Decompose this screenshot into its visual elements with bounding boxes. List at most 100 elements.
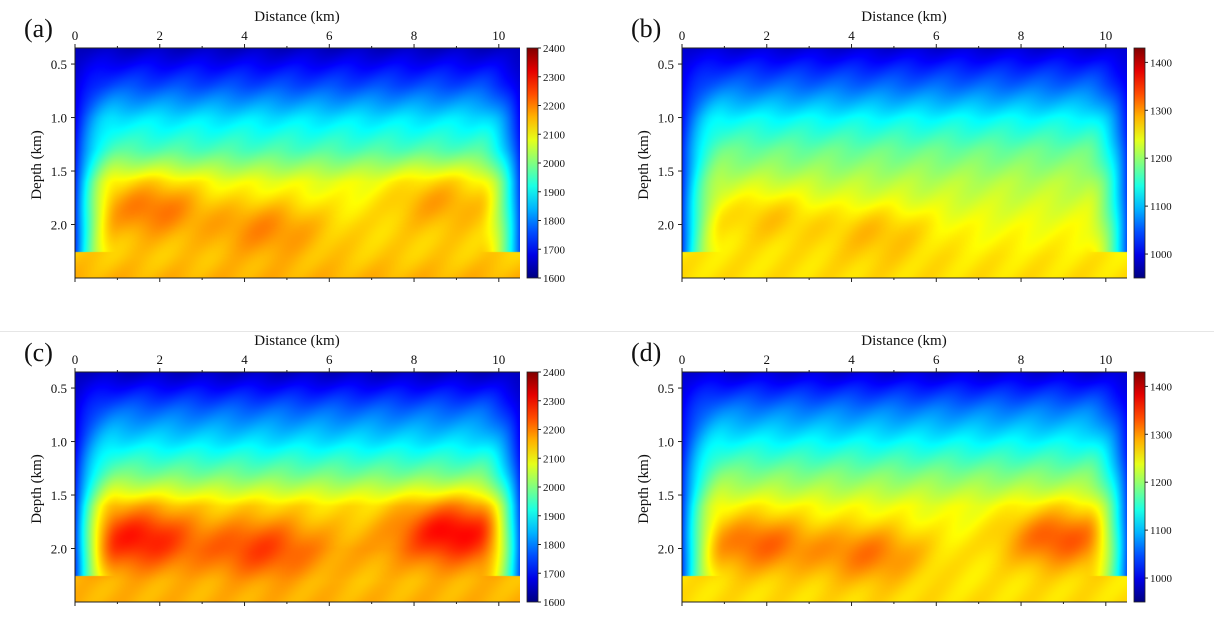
x-tick-label: 6: [933, 352, 940, 367]
colorbar-tick-label: 1400: [1150, 381, 1173, 393]
x-tick-label: 2: [764, 352, 771, 367]
colorbar-tick-label: 1700: [543, 568, 566, 580]
x-tick-label: 0: [679, 352, 686, 367]
panel-a: 0 2 4 6 8 10 Distance (km) 0.5 1.0 1.5 2.0 Depth (k…: [0, 0, 607, 318]
x-axis-label: Distance (km): [254, 9, 339, 25]
colorbar-tick-label: 1600: [543, 597, 566, 609]
panel-label: (a): [24, 14, 53, 43]
colorbar-tick-label: 2000: [543, 158, 566, 170]
heatmap-canvas: [682, 48, 1127, 278]
y-tick-label: 2.0: [658, 218, 674, 233]
panel-b: 0 2 4 6 8 10 Distance (km) 0.5 1.0 1.5 2.0 Depth (k…: [607, 0, 1214, 318]
x-axis-label: Distance (km): [861, 333, 946, 349]
heatmap-canvas: [682, 372, 1127, 602]
x-tick-label: 6: [326, 28, 333, 43]
y-axis-label: Depth (km): [29, 454, 45, 524]
x-tick-label: 0: [72, 352, 79, 367]
x-tick-label: 2: [764, 28, 771, 43]
y-tick-label: 2.0: [51, 542, 67, 557]
colorbar-tick-label: 1400: [1150, 57, 1173, 69]
y-tick-label: 0.5: [51, 381, 67, 396]
colorbar-tick-label: 1600: [543, 273, 566, 285]
x-tick-label: 8: [1018, 28, 1025, 43]
y-axis-label: Depth (km): [636, 130, 652, 200]
colorbar-tick-label: 2200: [543, 101, 566, 113]
panel-label: (d): [631, 338, 661, 367]
colorbar-tick-label: 1900: [543, 187, 566, 199]
heatmap-image: [682, 372, 1127, 602]
y-tick-label: 1.5: [658, 488, 674, 503]
divider: [0, 331, 1214, 332]
colorbar-tick-label: 2300: [543, 396, 566, 408]
y-tick-label: 1.5: [51, 164, 67, 179]
heatmap-canvas: [75, 48, 520, 278]
colorbar-tick-label: 2300: [543, 72, 566, 84]
colorbar: [1133, 47, 1146, 279]
colorbar-tick-label: 1800: [543, 540, 566, 552]
colorbar-tick-label: 1100: [1150, 201, 1172, 213]
chart-svg: 0 2 4 6 8 10 Distance (km) 0.5 1.0 1.5 2.0 Depth (k…: [631, 333, 1173, 606]
x-axis-label: Distance (km): [254, 333, 339, 349]
y-tick-label: 1.5: [51, 488, 67, 503]
colorbar-tick-label: 1000: [1150, 573, 1173, 585]
colorbar-tick-label: 1900: [543, 511, 566, 523]
panel-c: 0 2 4 6 8 10 Distance (km) 0.5 1.0 1.5 2.0 Depth (k…: [0, 324, 607, 642]
x-tick-label: 4: [241, 352, 248, 367]
colorbar-tick-label: 2100: [543, 453, 566, 465]
heatmap-canvas: [75, 372, 520, 602]
y-tick-label: 1.0: [658, 435, 674, 450]
x-tick-label: 8: [1018, 352, 1025, 367]
x-tick-label: 6: [933, 28, 940, 43]
chart-svg: 0 2 4 6 8 10 Distance (km) 0.5 1.0 1.5 2.0 Depth (k…: [24, 9, 566, 285]
x-tick-label: 10: [1099, 352, 1112, 367]
y-axis-label: Depth (km): [29, 130, 45, 200]
x-axis-label: Distance (km): [861, 9, 946, 25]
heatmap-image: [682, 48, 1127, 278]
y-tick-label: 0.5: [51, 57, 67, 72]
x-tick-label: 2: [157, 28, 164, 43]
colorbar-tick-label: 1200: [1150, 153, 1173, 165]
y-tick-label: 1.0: [51, 111, 67, 126]
colorbar-tick-label: 1700: [543, 244, 566, 256]
y-tick-label: 1.5: [658, 164, 674, 179]
x-tick-label: 0: [679, 28, 686, 43]
colorbar-tick-label: 1100: [1150, 525, 1172, 537]
x-tick-label: 6: [326, 352, 333, 367]
panel-d: 0 2 4 6 8 10 Distance (km) 0.5 1.0 1.5 2.0 Depth (k…: [607, 324, 1214, 642]
x-tick-label: 8: [411, 28, 418, 43]
x-tick-label: 10: [492, 352, 505, 367]
colorbar: [1133, 371, 1146, 603]
y-tick-label: 2.0: [658, 542, 674, 557]
x-tick-label: 10: [492, 28, 505, 43]
x-tick-label: 10: [1099, 28, 1112, 43]
x-tick-label: 2: [157, 352, 164, 367]
y-tick-label: 2.0: [51, 218, 67, 233]
x-tick-label: 4: [241, 28, 248, 43]
y-tick-label: 0.5: [658, 381, 674, 396]
y-tick-label: 1.0: [658, 111, 674, 126]
y-tick-label: 1.0: [51, 435, 67, 450]
heatmap-image: [75, 48, 520, 278]
heatmap-image: [75, 372, 520, 602]
chart-svg: 0 2 4 6 8 10 Distance (km) 0.5 1.0 1.5 2.0 Depth (k…: [24, 333, 566, 609]
colorbar-tick-label: 2000: [543, 482, 566, 494]
colorbar-tick-label: 2100: [543, 129, 566, 141]
x-tick-label: 4: [848, 28, 855, 43]
x-tick-label: 0: [72, 28, 79, 43]
colorbar: [526, 371, 539, 603]
chart-svg: 0 2 4 6 8 10 Distance (km) 0.5 1.0 1.5 2.0 Depth (k…: [631, 9, 1173, 282]
x-tick-label: 8: [411, 352, 418, 367]
panel-label: (c): [24, 338, 53, 367]
y-tick-label: 0.5: [658, 57, 674, 72]
colorbar-tick-label: 1000: [1150, 249, 1173, 261]
colorbar-tick-label: 1300: [1150, 429, 1173, 441]
y-axis-label: Depth (km): [636, 454, 652, 524]
x-tick-label: 4: [848, 352, 855, 367]
colorbar-tick-label: 2400: [543, 367, 566, 379]
colorbar-tick-label: 1200: [1150, 477, 1173, 489]
colorbar-tick-label: 2400: [543, 43, 566, 55]
colorbar-tick-label: 1800: [543, 216, 566, 228]
colorbar: [526, 47, 539, 279]
panel-label: (b): [631, 14, 661, 43]
colorbar-tick-label: 2200: [543, 425, 566, 437]
